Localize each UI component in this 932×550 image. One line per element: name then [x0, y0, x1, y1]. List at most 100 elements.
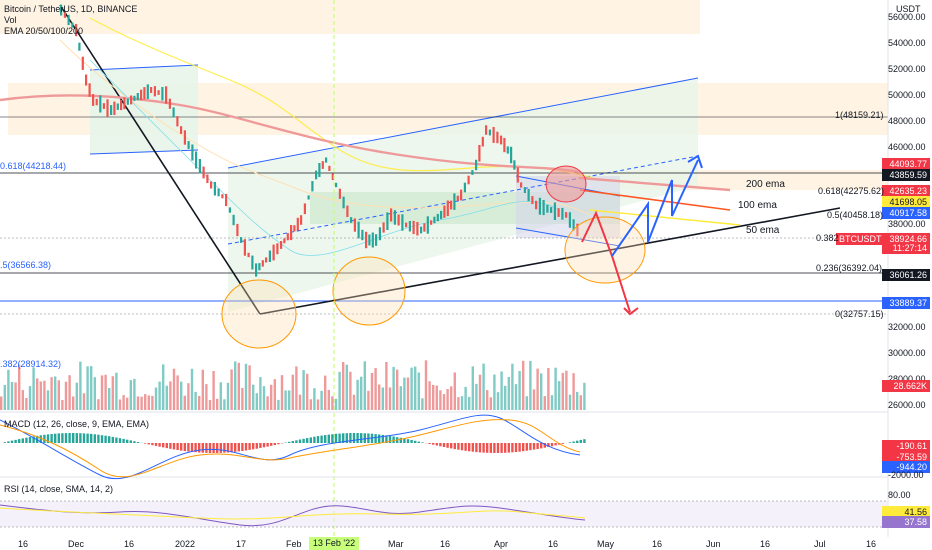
candle	[228, 207, 231, 213]
ema-indicator-label[interactable]: EMA 20/50/100/200	[4, 26, 84, 36]
candle	[280, 241, 283, 249]
candle	[572, 219, 575, 231]
candle	[176, 116, 179, 127]
macd-histogram-bar	[136, 442, 140, 443]
candle	[542, 200, 545, 216]
macd-histogram-bar	[302, 438, 305, 443]
volume-bar	[500, 371, 503, 410]
volume-bar	[468, 396, 471, 410]
candle	[467, 175, 470, 185]
macd-histogram-bar	[493, 443, 496, 453]
macd-histogram-bar	[471, 443, 474, 452]
volume-bar	[352, 394, 356, 410]
price-tag: -944.20	[882, 461, 930, 473]
candle	[133, 95, 136, 101]
macd-histogram-bar	[363, 433, 366, 443]
candle	[331, 173, 334, 180]
macd-histogram-bar	[79, 433, 82, 443]
candle	[401, 214, 404, 231]
volume-bar	[72, 396, 75, 410]
candle	[450, 200, 453, 210]
candle	[85, 74, 88, 86]
volume-bar	[331, 396, 334, 410]
candle	[576, 223, 579, 237]
macd-histogram-bar	[46, 434, 50, 443]
candle	[535, 200, 538, 210]
volume-bar	[324, 375, 327, 410]
volume-bar	[21, 390, 24, 410]
volume-indicator-label[interactable]: Vol	[4, 15, 17, 25]
ema-annotation: 200 ema	[746, 179, 785, 190]
volume-bar	[417, 372, 420, 410]
macd-histogram-bar	[381, 434, 384, 443]
volume-bar	[529, 360, 532, 410]
candle	[335, 182, 338, 188]
macd-histogram-bar	[75, 433, 78, 443]
volume-bar	[565, 370, 568, 410]
volume-bar	[57, 380, 60, 410]
macd-histogram-bar	[162, 443, 165, 448]
candle	[187, 141, 190, 149]
volume-bar	[180, 381, 183, 410]
candle	[136, 93, 139, 101]
volume-bar	[50, 377, 53, 410]
time-axis-tick: Jun	[706, 539, 721, 549]
candle	[315, 170, 318, 180]
candle	[307, 195, 310, 200]
candle	[140, 89, 143, 101]
time-axis-tick: 2022	[175, 539, 196, 549]
candle	[453, 193, 456, 210]
volume-bar	[115, 372, 118, 410]
candle	[531, 196, 534, 204]
volume-bar	[68, 375, 71, 410]
candle	[150, 87, 153, 93]
macd-histogram-bar	[572, 441, 575, 443]
macd-histogram-bar	[144, 443, 147, 444]
volume-bar	[43, 380, 46, 410]
volume-bar	[266, 396, 269, 410]
macd-histogram-bar	[450, 443, 453, 449]
rsi-title[interactable]: RSI (14, close, SMA, 14, 2)	[4, 484, 114, 494]
candle	[81, 56, 84, 70]
macd-title[interactable]: MACD (12, 26, close, 9, EMA, EMA)	[4, 419, 150, 429]
candle	[357, 221, 360, 239]
fib-level-label: 0.382	[816, 233, 839, 243]
macd-histogram-bar	[291, 441, 294, 443]
macd-histogram-bar	[442, 443, 446, 447]
candle	[361, 229, 364, 241]
volume-bar	[493, 374, 496, 410]
candle	[63, 12, 66, 18]
macd-axis-label: -2000.00	[888, 470, 924, 480]
volume-bar	[363, 361, 366, 410]
candle	[213, 181, 216, 196]
candle	[116, 103, 119, 110]
candle	[300, 215, 303, 225]
volume-bar	[136, 396, 140, 410]
candle	[492, 127, 495, 143]
time-axis-tick: 16	[440, 539, 451, 549]
macd-histogram-bar	[540, 443, 543, 449]
macd-histogram-bar	[111, 436, 114, 443]
macd-histogram-bar	[320, 435, 323, 443]
candle	[546, 204, 549, 213]
candle	[456, 195, 459, 201]
volume-bar	[298, 394, 302, 410]
volume-bar	[374, 368, 377, 410]
candle	[60, 4, 63, 16]
volume-bar	[320, 390, 323, 410]
macd-histogram-bar	[532, 443, 536, 450]
candle	[130, 95, 133, 105]
chart-symbol-title[interactable]: Bitcoin / TetherUS, 1D, BINANCE	[4, 4, 138, 14]
candle	[460, 189, 463, 201]
macd-histogram-bar	[406, 439, 410, 443]
price-axis-tick: 48000.00	[888, 116, 926, 126]
volume-bar	[421, 398, 424, 410]
macd-histogram-bar	[554, 443, 557, 446]
volume-bar	[158, 381, 161, 410]
volume-bar	[176, 375, 179, 410]
macd-histogram-bar	[273, 443, 276, 445]
candle	[371, 232, 374, 248]
currency-label: USDT	[896, 4, 921, 14]
candle	[195, 151, 198, 169]
